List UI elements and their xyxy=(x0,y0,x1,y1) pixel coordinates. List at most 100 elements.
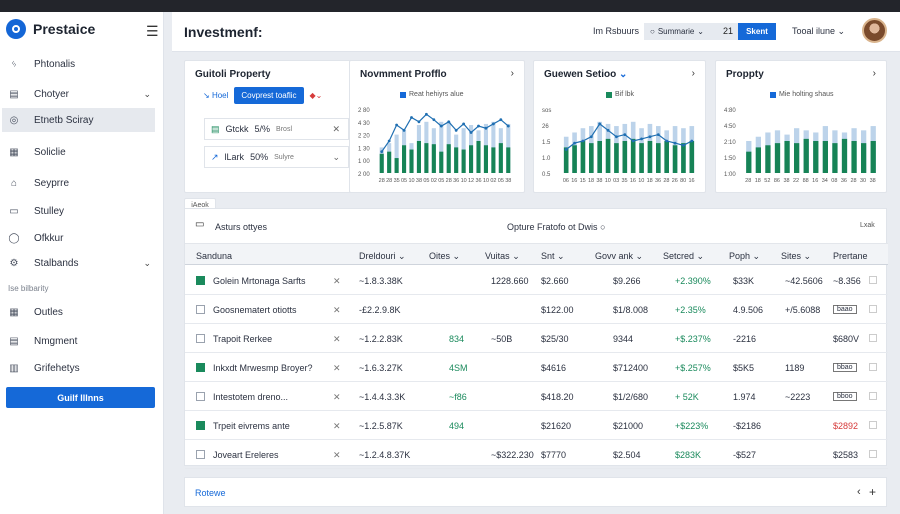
remove-icon[interactable]: ✕ xyxy=(333,421,341,431)
legend-swatch xyxy=(606,91,612,98)
sidebar-item-grifehetys[interactable]: ▥ Grifehetys xyxy=(9,362,80,374)
sidebar-item-phtonalis[interactable]: ᛃ Phtonalis xyxy=(2,52,155,76)
portfolio-row[interactable]: ↗ lLark 50% Sulyre ⌄ xyxy=(204,146,349,168)
x-tick-label: 36 xyxy=(655,178,661,184)
row-menu-checkbox[interactable] xyxy=(869,421,877,429)
avatar[interactable] xyxy=(862,18,887,43)
remove-icon[interactable]: ✕ xyxy=(333,276,341,286)
menu-icon[interactable]: ☰ xyxy=(146,23,159,39)
x-tick-label: 35 xyxy=(394,178,400,184)
row-menu-checkbox[interactable] xyxy=(869,450,877,458)
col-header[interactable]: Snt ⌄ xyxy=(541,251,565,261)
table-row[interactable]: Intestotem dreno... ~1.4.4.3.3K ~f86 $418.2… xyxy=(185,382,888,411)
remove-icon[interactable]: ✕ xyxy=(333,363,341,373)
sidebar-item-seyprre[interactable]: ⌂ Seyprre xyxy=(2,171,155,195)
sidebar-item-soliclie[interactable]: ▦ Soliclie xyxy=(9,146,66,158)
sidebar-item-stulley[interactable]: ▭ Stulley xyxy=(9,205,65,217)
col-header[interactable]: Vuitas ⌄ xyxy=(485,251,520,261)
flag-icon[interactable]: ◆⌄ xyxy=(309,90,323,100)
row-checkbox[interactable] xyxy=(196,276,205,285)
grid-icon: ▦ xyxy=(9,306,19,318)
line-point xyxy=(454,128,458,132)
portfolio-row[interactable]: ▤ Gtckk 5/% Brosl ✕ xyxy=(204,118,349,140)
logo[interactable]: Prestaice xyxy=(6,19,95,39)
line-point xyxy=(589,135,593,139)
table-row[interactable]: Goosnematert otiotts -£2.2.9.8K $122.00 $1/… xyxy=(185,295,888,324)
portfolio-action-button[interactable]: Covprest toaflic xyxy=(234,86,304,104)
sidebar-item-etnetb[interactable]: ◎ Etnetb Sciray xyxy=(2,108,155,132)
add-icon[interactable]: + xyxy=(869,485,877,499)
count-value: 21 xyxy=(723,26,734,36)
row-checkbox[interactable] xyxy=(196,421,205,430)
total-dropdown[interactable]: Tooal ilune ⌄ xyxy=(792,26,846,36)
table-cell: +/5.6088 xyxy=(785,305,821,315)
row-menu-checkbox[interactable] xyxy=(869,334,877,342)
table-row[interactable]: Joveart Ereleres ~1.2.4.8.37K ~$322.230 $77… xyxy=(185,440,888,469)
y-tick-label: 1:50 xyxy=(724,156,736,162)
bar xyxy=(491,147,496,173)
pagination-prev-icon[interactable]: ‹ xyxy=(857,486,861,498)
table-row[interactable]: Inkxdt Mrwesmp Broyer? ~1.6.3.27K 4SM $4616… xyxy=(185,353,888,382)
col-header[interactable]: Dreldouri ⌄ xyxy=(359,251,406,261)
portfolio-chart-card: Novmment Profflo › Reat hehiyrs alue 2 8… xyxy=(349,60,525,193)
skent-button[interactable]: Skent xyxy=(738,23,776,40)
col-header[interactable]: Prertane xyxy=(833,251,868,261)
sidebar-item-stalbands[interactable]: ⚙ Stalbands ⌄ xyxy=(9,257,151,269)
chevron-down-icon[interactable]: ⌄ xyxy=(332,151,340,162)
sidebar-item-chotyer[interactable]: ▤ Chotyer ⌄ xyxy=(9,88,151,100)
row-checkbox[interactable] xyxy=(196,450,205,459)
row-checkbox[interactable] xyxy=(196,363,205,372)
row-menu-checkbox[interactable] xyxy=(869,392,877,400)
sidebar-item-ofkkur[interactable]: ◯ Ofkkur xyxy=(8,232,64,244)
table-row[interactable]: Golein Mrtonaga Sarfts ~1.8.3.38K 1228.660… xyxy=(185,266,888,295)
bar xyxy=(630,138,636,173)
summary-select[interactable]: ○ Summarie ⌄ xyxy=(644,23,741,40)
line-point xyxy=(606,128,610,132)
chevron-right-icon[interactable]: › xyxy=(691,68,695,79)
table-cell: +$223% xyxy=(675,421,709,431)
col-header[interactable]: Sanduna xyxy=(196,251,233,261)
bar xyxy=(416,141,421,173)
sidebar-item-nmgment[interactable]: ▤ Nmgment xyxy=(9,335,78,347)
sidebar-action-button[interactable]: Guilf lllnns xyxy=(6,387,155,408)
row-menu-checkbox[interactable] xyxy=(869,305,877,313)
table-cell: $2.504 xyxy=(613,450,641,460)
row-menu-checkbox[interactable] xyxy=(869,363,877,371)
col-header[interactable]: Poph ⌄ xyxy=(729,251,761,261)
remove-icon[interactable]: ✕ xyxy=(333,334,341,344)
x-tick-label: 38 xyxy=(870,178,876,184)
remove-icon[interactable]: ✕ xyxy=(333,392,341,402)
table-row[interactable]: Trapoit Rerkee ~1.2.2.83K 834 ~50B $25/30 934… xyxy=(185,324,888,353)
line-point xyxy=(573,141,576,145)
sidebar: Prestaice ☰ ᛃ Phtonalis ▤ Chotyer ⌄ ◎ Etnetb… xyxy=(0,12,164,514)
resources-link[interactable]: Im Rsbuurs xyxy=(593,26,640,36)
chevron-right-icon[interactable]: › xyxy=(872,68,876,79)
row-checkbox[interactable] xyxy=(196,392,205,401)
hoel-chip[interactable]: ↘ Hoel xyxy=(203,90,229,100)
line-point xyxy=(462,122,466,126)
row-checkbox[interactable] xyxy=(196,334,205,343)
table-cell: $5K5 xyxy=(733,363,755,373)
footer-link[interactable]: Rotewe xyxy=(195,488,226,498)
doc-icon: ▦ xyxy=(9,146,19,158)
sidebar-item-outles[interactable]: ▦ Outles xyxy=(9,306,63,318)
col-header[interactable]: Oites ⌄ xyxy=(429,251,461,261)
col-header[interactable]: Govv ank ⌄ xyxy=(595,251,644,261)
line-point xyxy=(432,118,436,122)
row-checkbox[interactable] xyxy=(196,305,205,314)
table-icon: ▭ xyxy=(195,219,205,230)
layers-icon: ◎ xyxy=(9,114,19,126)
remove-icon[interactable]: ✕ xyxy=(333,305,341,315)
col-header[interactable]: Sites ⌄ xyxy=(781,251,812,261)
table-cell: $21000 xyxy=(613,421,644,431)
col-header[interactable]: Setcred ⌄ xyxy=(663,251,705,261)
table-cell: $122.00 xyxy=(541,305,574,315)
y-tick-label: 2:10 xyxy=(724,140,736,146)
sidebar-section-label: Ise bilbarity xyxy=(8,284,49,293)
row-menu-checkbox[interactable] xyxy=(869,276,877,284)
remove-icon[interactable]: ✕ xyxy=(333,450,341,460)
chevron-right-icon[interactable]: › xyxy=(510,68,514,79)
x-tick-label: 38 xyxy=(596,178,602,184)
close-icon[interactable]: ✕ xyxy=(332,123,340,134)
table-row[interactable]: Trpeit eivrems ante ~1.2.5.87K 494 $21620 $2… xyxy=(185,411,888,440)
